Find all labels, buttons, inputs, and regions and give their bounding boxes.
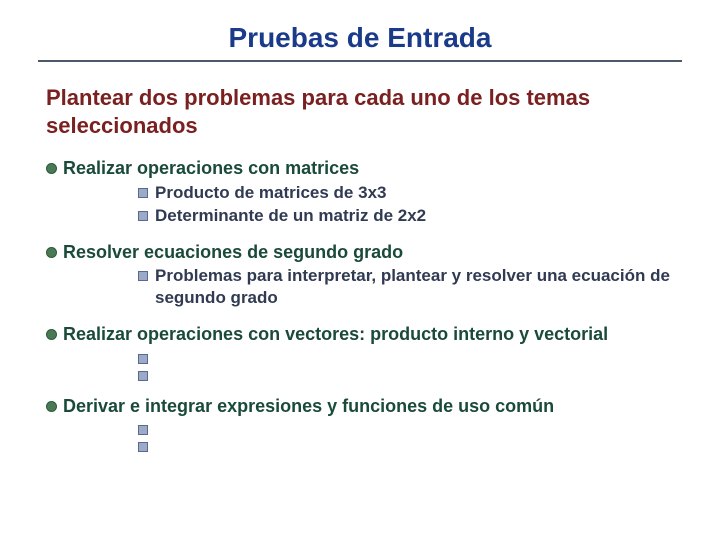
topic-item: Resolver ecuaciones de segundo grado [38,241,682,264]
bullet-square-icon [138,371,148,381]
sub-item: Problemas para interpretar, plantear y r… [38,265,682,309]
sub-item: Determinante de un matriz de 2x2 [38,205,682,227]
bullet-square-icon [138,271,148,281]
bullet-dot-icon [46,401,57,412]
topic-item: Realizar operaciones con vectores: produ… [38,323,682,346]
sub-label: Determinante de un matriz de 2x2 [155,205,426,227]
sub-item [38,419,682,435]
sub-item [38,436,682,452]
sub-item [38,365,682,381]
slide-title: Pruebas de Entrada [38,22,682,62]
sub-item [38,348,682,364]
bullet-square-icon [138,425,148,435]
sub-label: Problemas para interpretar, plantear y r… [155,265,682,309]
topic-item: Realizar operaciones con matrices [38,157,682,180]
bullet-dot-icon [46,329,57,340]
topic-group: Derivar e integrar expresiones y funcion… [38,395,682,453]
sub-label: Producto de matrices de 3x3 [155,182,386,204]
slide-heading: Plantear dos problemas para cada uno de … [38,84,682,139]
slide: Pruebas de Entrada Plantear dos problema… [0,0,720,540]
topic-label: Realizar operaciones con matrices [63,157,359,180]
topic-group: Resolver ecuaciones de segundo grado Pro… [38,241,682,310]
bullet-square-icon [138,188,148,198]
bullet-dot-icon [46,163,57,174]
topic-group: Realizar operaciones con vectores: produ… [38,323,682,381]
topic-item: Derivar e integrar expresiones y funcion… [38,395,682,418]
bullet-dot-icon [46,247,57,258]
sub-item: Producto de matrices de 3x3 [38,182,682,204]
topic-group: Realizar operaciones con matrices Produc… [38,157,682,227]
topic-label: Derivar e integrar expresiones y funcion… [63,395,554,418]
bullet-square-icon [138,442,148,452]
topic-label: Realizar operaciones con vectores: produ… [63,323,608,346]
topic-label: Resolver ecuaciones de segundo grado [63,241,403,264]
bullet-square-icon [138,354,148,364]
bullet-square-icon [138,211,148,221]
